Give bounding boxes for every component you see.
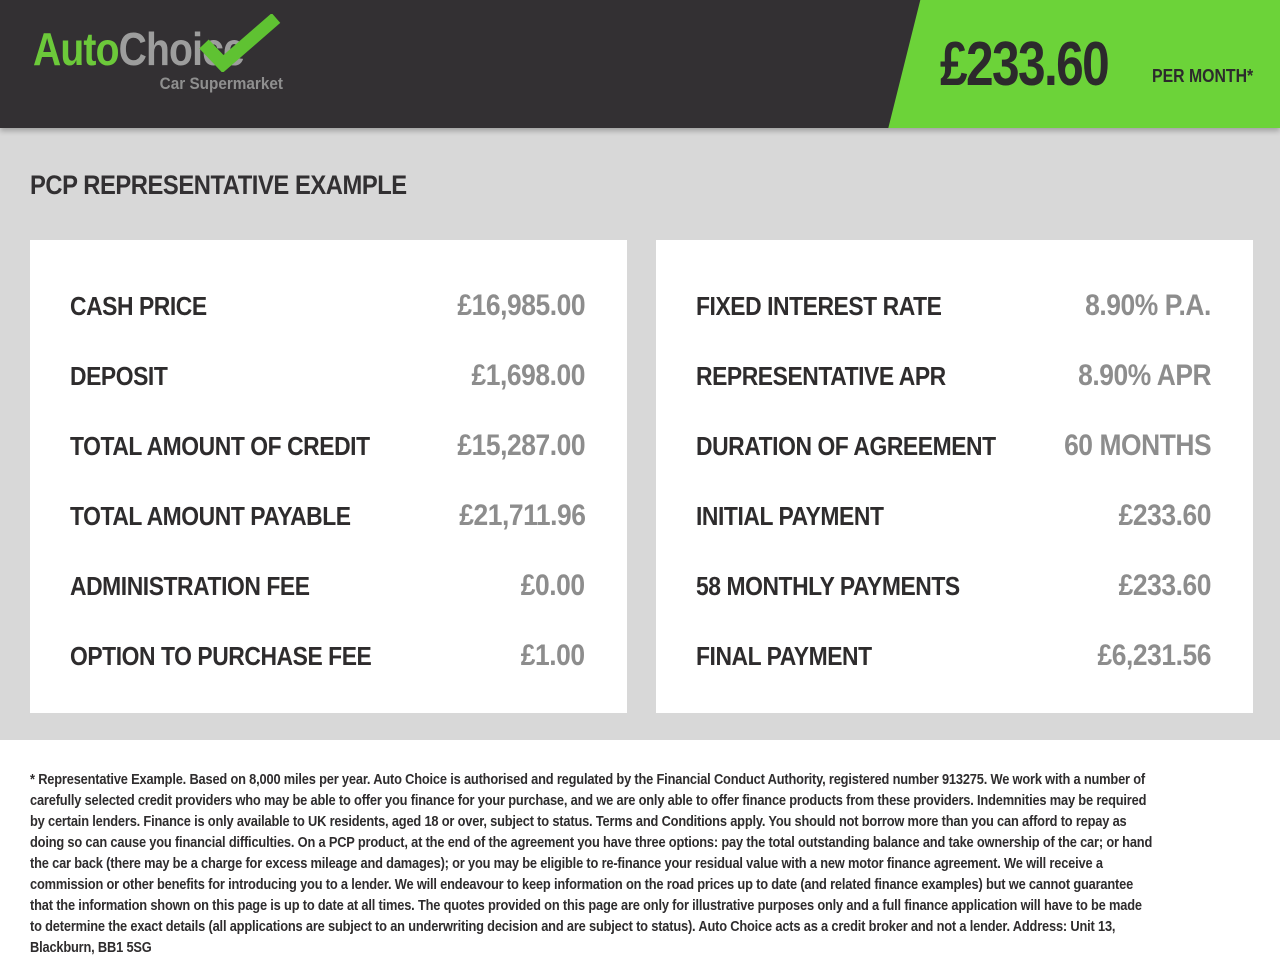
row-label: CASH PRICE <box>70 291 225 322</box>
row-value: £233.60 <box>1106 569 1212 603</box>
row-value: £233.60 <box>1106 499 1212 533</box>
row-label: DEPOSIT <box>70 361 181 392</box>
row-label: FIXED INTEREST RATE <box>696 291 975 322</box>
row-value: 8.90% P.A. <box>1068 289 1211 323</box>
row-value-text: £16,985.00 <box>457 289 585 322</box>
page-title-text: PCP REPRESENTATIVE EXAMPLE <box>30 170 407 200</box>
row-label-text: TOTAL AMOUNT PAYABLE <box>70 500 351 531</box>
top-header: £233.60 PER MONTH* AutoChoice Car Superm… <box>0 0 1280 128</box>
row-value: £15,287.00 <box>440 429 585 463</box>
table-row: REPRESENTATIVE APR 8.90% APR <box>696 341 1211 411</box>
row-value: £21,711.96 <box>442 499 586 533</box>
table-row: TOTAL AMOUNT PAYABLE £21,711.96 <box>70 481 585 551</box>
table-row: 58 MONTHLY PAYMENTS £233.60 <box>696 551 1211 621</box>
row-label: TOTAL AMOUNT OF CREDIT <box>70 431 410 462</box>
table-row: DEPOSIT £1,698.00 <box>70 341 585 411</box>
table-row: TOTAL AMOUNT OF CREDIT £15,287.00 <box>70 411 585 481</box>
monthly-price-amount: £233.60 <box>940 29 1110 99</box>
row-value: £1.00 <box>512 639 585 673</box>
row-label-text: ADMINISTRATION FEE <box>70 570 310 601</box>
row-label-text: DURATION OF AGREEMENT <box>696 430 996 461</box>
row-value: £6,231.56 <box>1082 639 1212 673</box>
table-row: FINAL PAYMENT £6,231.56 <box>696 621 1211 691</box>
logo-word-auto: Auto <box>33 23 119 75</box>
row-value-text: £1,698.00 <box>471 359 586 392</box>
row-label-text: FIXED INTEREST RATE <box>696 290 942 321</box>
row-value-text: £15,287.00 <box>457 429 585 462</box>
finance-card-left: CASH PRICE £16,985.00 DEPOSIT £1,698.00 … <box>30 240 627 713</box>
table-row: DURATION OF AGREEMENT 60 MONTHS <box>696 411 1211 481</box>
row-label-text: FINAL PAYMENT <box>696 640 872 671</box>
row-value-text: £21,711.96 <box>458 499 586 532</box>
table-row: ADMINISTRATION FEE £0.00 <box>70 551 585 621</box>
row-value: £16,985.00 <box>440 289 585 323</box>
row-value-text: 8.90% P.A. <box>1085 289 1211 322</box>
row-label: INITIAL PAYMENT <box>696 501 909 532</box>
row-label: DURATION OF AGREEMENT <box>696 431 1037 462</box>
row-value: £0.00 <box>512 569 585 603</box>
row-label: 58 MONTHLY PAYMENTS <box>696 571 996 602</box>
disclaimer-section: * Representative Example. Based on 8,000… <box>0 740 1280 960</box>
row-label: REPRESENTATIVE APR <box>696 361 980 392</box>
disclaimer-text: * Representative Example. Based on 8,000… <box>30 772 1153 956</box>
row-value-text: 8.90% APR <box>1078 359 1211 392</box>
table-row: OPTION TO PURCHASE FEE £1.00 <box>70 621 585 691</box>
finance-card-right: FIXED INTEREST RATE 8.90% P.A. REPRESENT… <box>656 240 1253 713</box>
row-label: FINAL PAYMENT <box>696 641 896 672</box>
monthly-price-period: PER MONTH* <box>1152 65 1254 86</box>
autochoice-logo: AutoChoice Car Supermarket <box>33 14 283 94</box>
row-label: TOTAL AMOUNT PAYABLE <box>70 501 389 532</box>
row-value-text: £233.60 <box>1118 499 1212 532</box>
finance-example-cards: CASH PRICE £16,985.00 DEPOSIT £1,698.00 … <box>30 240 1253 713</box>
row-value-text: £1.00 <box>521 639 585 672</box>
table-row: FIXED INTEREST RATE 8.90% P.A. <box>696 271 1211 341</box>
row-value-text: £0.00 <box>521 569 585 602</box>
table-row: CASH PRICE £16,985.00 <box>70 271 585 341</box>
row-label: ADMINISTRATION FEE <box>70 571 342 602</box>
row-label-text: DEPOSIT <box>70 360 168 391</box>
row-value: £1,698.00 <box>456 359 586 393</box>
logo-tagline: Car Supermarket <box>159 74 283 93</box>
row-label-text: INITIAL PAYMENT <box>696 500 884 531</box>
monthly-price: £233.60 PER MONTH* <box>940 0 1267 128</box>
row-label-text: TOTAL AMOUNT OF CREDIT <box>70 430 370 461</box>
row-label-text: 58 MONTHLY PAYMENTS <box>696 570 960 601</box>
row-value: 60 MONTHS <box>1044 429 1212 463</box>
row-value: 8.90% APR <box>1060 359 1211 393</box>
row-label-text: REPRESENTATIVE APR <box>696 360 946 391</box>
page-title: PCP REPRESENTATIVE EXAMPLE <box>30 170 1280 200</box>
monthly-price-banner <box>888 0 1280 128</box>
table-row: INITIAL PAYMENT £233.60 <box>696 481 1211 551</box>
checkmark-icon <box>199 14 281 72</box>
row-label-text: CASH PRICE <box>70 290 207 321</box>
row-value-text: 60 MONTHS <box>1063 429 1212 462</box>
row-label: OPTION TO PURCHASE FEE <box>70 641 412 672</box>
row-value-text: £6,231.56 <box>1097 639 1212 672</box>
row-label-text: OPTION TO PURCHASE FEE <box>70 640 372 671</box>
row-value-text: £233.60 <box>1118 569 1212 602</box>
